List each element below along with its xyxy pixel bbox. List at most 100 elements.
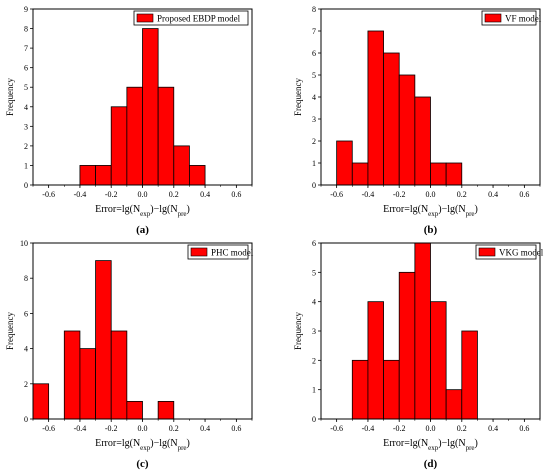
y-tick-label: 3 [24,122,28,131]
y-tick-label: 9 [24,5,28,14]
x-tick-label: 0.6 [231,190,241,199]
x-tick-label: 0.0 [426,190,436,199]
x-tick-label: 0.2 [457,190,467,199]
y-tick-label: 5 [312,268,316,277]
legend-swatch [136,13,154,23]
y-tick-label: 6 [24,309,28,318]
y-axis-label: Frequency [5,78,15,116]
x-tick-label: 0.6 [519,424,529,433]
y-tick-label: 2 [24,380,28,389]
histogram-bar [157,400,175,420]
y-axis-label: Frequency [5,312,15,350]
x-tick-label: -0.6 [330,190,343,199]
y-tick-label: 6 [24,64,28,73]
y-tick-label: 2 [312,356,316,365]
x-tick-label: 0.4 [200,190,210,199]
histogram-bar [367,30,384,186]
chart-panel: -0.6 -0.4 -0.2 0.0 0.2 0.4 0.6 0 2 4 6 8 10 Frequency… [5,239,254,470]
y-tick-label: 4 [312,93,316,102]
histogram-bar [157,86,175,186]
histogram-bar [383,359,400,420]
chart-panel: -0.6 -0.4 -0.2 0.0 0.2 0.4 0.6 0 1 2 3 4 5 6 7 8 9 Freque… [5,5,253,236]
histogram-bar [430,301,447,420]
y-tick-label: 7 [24,44,28,53]
y-axis-label: Frequency [293,312,303,350]
histogram-bar [430,162,447,186]
x-tick-label: -0.2 [105,190,118,199]
histogram-bar [63,330,81,420]
y-tick-label: 2 [24,142,28,151]
x-tick-label: -0.6 [330,424,343,433]
panel-label: (d) [424,458,438,470]
histogram-bar [110,106,128,186]
y-tick-label: 0 [312,181,316,190]
x-tick-label: 0.0 [138,424,148,433]
y-tick-label: 8 [24,274,28,283]
y-tick-label: 2 [312,137,316,146]
y-tick-label: 8 [24,25,28,34]
histogram-bar [414,242,431,420]
y-tick-label: 4 [24,345,28,354]
legend-label: VKG model [499,248,544,258]
histogram-bar [351,359,369,420]
x-axis-label: Error=lg(Nexp)−lg(Npre) [95,438,190,452]
histogram-bar [126,400,143,420]
y-tick-label: 4 [24,103,28,112]
x-axis-label: Error=lg(Nexp)−lg(Npre) [383,438,478,452]
x-tick-label: 0.2 [169,190,179,199]
y-tick-label: 7 [312,27,316,36]
histogram-bar [126,86,143,186]
x-tick-label: -0.2 [393,424,406,433]
x-tick-label: -0.2 [393,190,406,199]
histogram-bar [398,271,416,420]
y-tick-label: 4 [312,298,316,307]
y-tick-label: 8 [312,5,316,14]
chart-panel: -0.6 -0.4 -0.2 0.0 0.2 0.4 0.6 0 1 2 3 4 5 6 7 8 Frequen… [293,5,542,236]
y-tick-label: 1 [312,159,316,168]
x-tick-label: -0.4 [74,424,87,433]
x-tick-label: -0.4 [74,190,87,199]
legend-label: VF model [505,14,542,24]
histogram-bar [445,389,463,420]
histogram-bar [79,165,96,186]
y-axis-label: Frequency [293,78,303,116]
x-tick-label: -0.4 [362,424,375,433]
x-tick-label: 0.4 [488,190,498,199]
histogram-bar [95,165,112,186]
x-tick-label: 0.2 [457,424,467,433]
y-tick-label: 0 [24,181,28,190]
histogram-bar [414,96,431,186]
panel-label: (b) [424,224,438,236]
y-tick-label: 5 [24,83,28,92]
histogram-bar [110,330,128,420]
x-tick-label: 0.4 [488,424,498,433]
legend-swatch [478,247,496,257]
panel-label: (a) [136,224,149,236]
x-axis-label: Error=lg(Nexp)−lg(Npre) [383,204,478,218]
y-tick-label: 3 [312,327,316,336]
histogram-bar [461,330,478,420]
x-tick-label: 0.0 [138,190,148,199]
histogram-bar [189,165,206,186]
y-tick-label: 1 [24,161,28,170]
histogram-bar [351,162,369,186]
x-tick-label: 0.2 [169,424,179,433]
legend-swatch [484,13,502,23]
histogram-bar [383,52,400,186]
x-tick-label: 0.6 [231,424,241,433]
x-tick-label: -0.4 [362,190,375,199]
x-tick-label: 0.0 [426,424,436,433]
x-tick-label: -0.6 [42,190,55,199]
x-tick-label: 0.4 [200,424,210,433]
histogram-bar [79,348,96,420]
y-tick-label: 6 [312,239,316,248]
histogram-bar [398,74,416,186]
y-tick-label: 5 [312,71,316,80]
legend-box [133,10,249,26]
y-tick-label: 6 [312,49,316,58]
y-tick-label: 0 [24,415,28,424]
histogram-bar [367,301,384,420]
y-tick-label: 1 [312,386,316,395]
histogram-bar [445,162,463,186]
histogram-bar [142,28,159,186]
